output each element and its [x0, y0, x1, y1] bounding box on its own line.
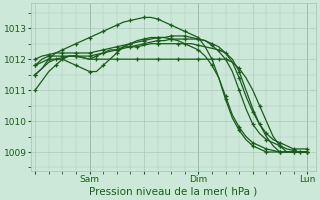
- X-axis label: Pression niveau de la mer( hPa ): Pression niveau de la mer( hPa ): [89, 187, 258, 197]
